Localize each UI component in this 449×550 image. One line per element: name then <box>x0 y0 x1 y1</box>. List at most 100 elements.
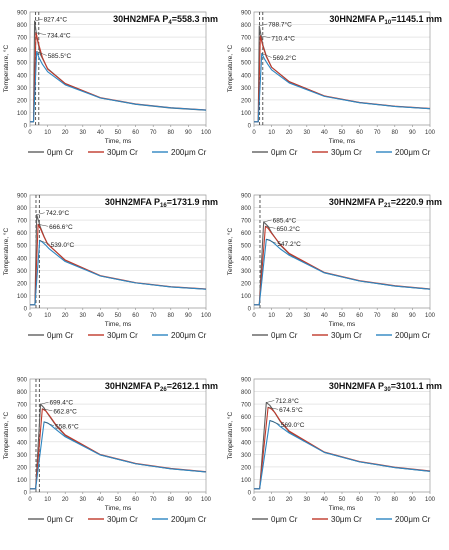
y-axis-label: Temperature, °C <box>226 45 234 93</box>
series-line-3 <box>254 238 431 306</box>
peak-leader-line <box>260 35 271 39</box>
y-tick-label: 200 <box>17 98 28 104</box>
x-tick-label: 90 <box>185 130 192 136</box>
peak-leader-line <box>34 18 43 22</box>
x-tick-label: 80 <box>167 497 174 503</box>
x-tick-label: 60 <box>356 497 363 503</box>
x-axis-label: Time, ms <box>105 138 132 145</box>
legend-label-3: 200μm Cr <box>395 331 431 340</box>
x-tick-label: 60 <box>132 130 139 136</box>
x-tick-label: 20 <box>286 497 293 503</box>
y-tick-label: 700 <box>17 403 28 409</box>
legend-label-1: 0μm Cr <box>271 148 298 157</box>
y-tick-label: 300 <box>241 269 252 275</box>
x-tick-label: 100 <box>201 313 212 319</box>
peak-label: 827.4°C <box>44 16 68 24</box>
peak-leader-line <box>266 400 275 403</box>
x-tick-label: 90 <box>409 130 416 136</box>
x-tick-label: 60 <box>132 497 139 503</box>
x-axis-label: Time, ms <box>329 138 356 145</box>
peak-leader-line <box>36 212 45 215</box>
y-tick-label: 0 <box>248 124 252 130</box>
legend-label-3: 200μm Cr <box>395 148 431 157</box>
y-tick-label: 100 <box>241 111 252 117</box>
y-tick-label: 600 <box>17 48 28 54</box>
y-tick-label: 800 <box>241 390 252 396</box>
x-tick-label: 50 <box>339 497 346 503</box>
y-tick-label: 500 <box>241 428 252 434</box>
peak-leader-line <box>42 408 53 412</box>
peak-label: 558.6°C <box>55 422 79 430</box>
peak-leader-line <box>259 23 268 27</box>
peak-leader-line <box>261 53 272 58</box>
x-tick-label: 90 <box>185 497 192 503</box>
y-tick-label: 300 <box>241 453 252 459</box>
y-tick-label: 500 <box>17 244 28 250</box>
x-tick-label: 60 <box>132 313 139 319</box>
peak-label: 710.4°C <box>271 34 295 42</box>
x-tick-label: 20 <box>286 313 293 319</box>
plot-area <box>29 194 207 309</box>
y-tick-label: 400 <box>17 256 28 262</box>
title-tail: =3101.1 mm <box>391 381 442 391</box>
x-tick-label: 60 <box>356 313 363 319</box>
legend-label-3: 200μm Cr <box>395 515 431 524</box>
title-subscript: 10 <box>385 20 392 26</box>
peak-label: 539.0°C <box>51 241 75 249</box>
peak-label: 712.8°C <box>275 397 299 405</box>
y-axis-label: Temperature, °C <box>226 228 234 276</box>
x-tick-label: 100 <box>201 130 212 136</box>
peak-leader-line <box>39 240 50 245</box>
x-tick-label: 100 <box>425 313 436 319</box>
y-tick-label: 700 <box>241 403 252 409</box>
y-tick-label: 0 <box>24 491 28 497</box>
y-tick-label: 100 <box>17 294 28 300</box>
x-tick-label: 50 <box>339 130 346 136</box>
x-tick-label: 100 <box>201 497 212 503</box>
y-tick-label: 400 <box>241 256 252 262</box>
legend-label-2: 30μm Cr <box>107 148 138 157</box>
y-tick-label: 800 <box>241 206 252 212</box>
x-tick-label: 80 <box>167 313 174 319</box>
x-tick-label: 100 <box>425 497 436 503</box>
x-tick-label: 70 <box>374 497 381 503</box>
series-line-2 <box>30 408 207 490</box>
x-tick-label: 0 <box>252 497 256 503</box>
y-tick-label: 500 <box>17 61 28 67</box>
chart-title: 30HN2MFA P26=2612.1 mm <box>105 381 218 393</box>
peak-label: 569.0°C <box>281 421 305 429</box>
x-tick-label: 90 <box>409 313 416 319</box>
title-main: 30HN2MFA P <box>329 14 384 24</box>
chart-panel-2: 0 100 200 300 400 500 600 700 800 900 0 10 20 30 40 50 6… <box>226 11 442 158</box>
x-tick-label: 50 <box>115 130 122 136</box>
chart-panel-3: 0 100 200 300 400 500 600 700 800 900 0 10 20 30 40 50 6… <box>2 194 218 341</box>
y-tick-label: 600 <box>241 415 252 421</box>
y-tick-label: 600 <box>241 48 252 54</box>
legend-label-3: 200μm Cr <box>171 515 207 524</box>
peak-leader-line <box>35 32 47 36</box>
y-tick-label: 300 <box>241 86 252 92</box>
chart-title: 30HN2MFA P4=558.3 mm <box>113 14 218 26</box>
x-axis-label: Time, ms <box>105 321 132 328</box>
series-line-3 <box>30 239 207 306</box>
x-tick-label: 40 <box>97 497 104 503</box>
peak-label: 699.4°C <box>50 399 74 407</box>
y-tick-label: 100 <box>17 478 28 484</box>
x-tick-label: 40 <box>321 130 328 136</box>
y-tick-label: 300 <box>17 453 28 459</box>
x-tick-label: 50 <box>115 497 122 503</box>
y-tick-label: 900 <box>17 194 28 200</box>
plot-area <box>29 11 207 126</box>
y-tick-label: 700 <box>17 36 28 42</box>
x-axis-label: Time, ms <box>105 505 132 512</box>
title-main: 30HN2MFA P <box>329 197 384 207</box>
peak-leader-line <box>38 224 49 227</box>
title-subscript: 16 <box>160 203 167 209</box>
y-tick-label: 200 <box>17 281 28 287</box>
plot-area <box>253 378 431 493</box>
x-tick-label: 10 <box>44 497 51 503</box>
y-tick-label: 400 <box>17 440 28 446</box>
y-tick-label: 700 <box>241 219 252 225</box>
x-tick-label: 0 <box>252 130 256 136</box>
peak-label: 685.4°C <box>273 216 297 224</box>
